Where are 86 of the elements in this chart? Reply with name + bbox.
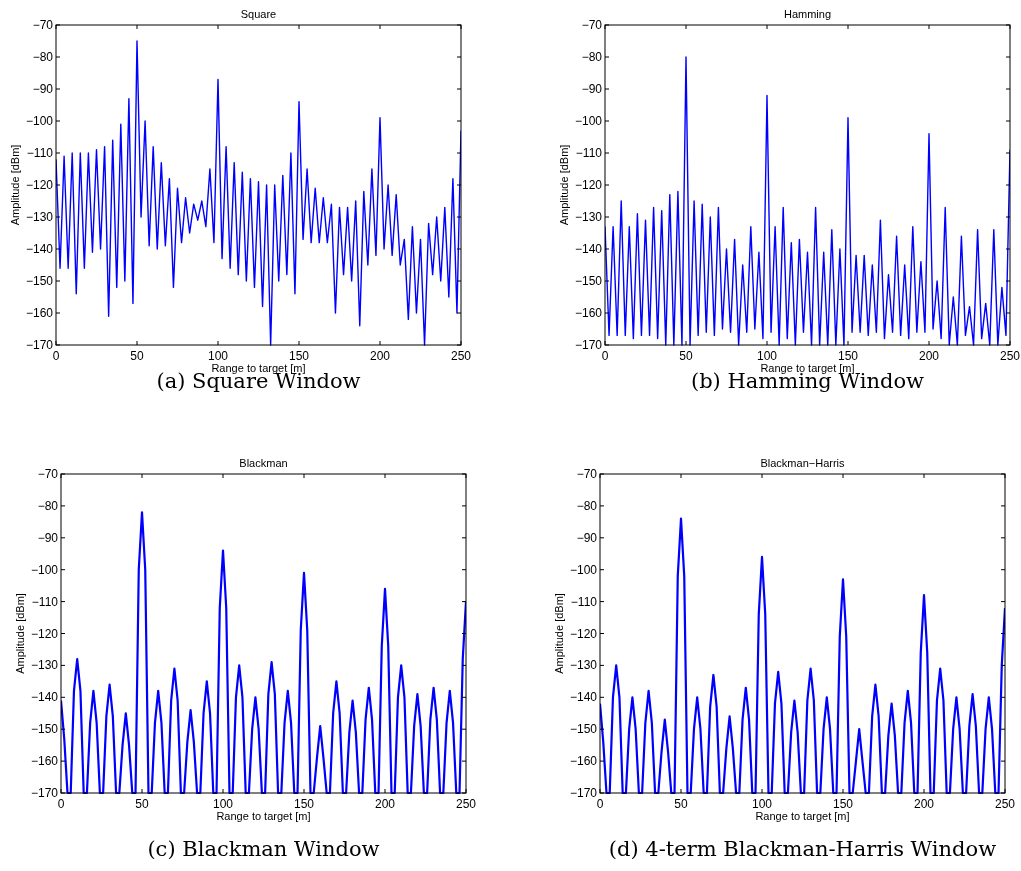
y-tick-label: −80 — [32, 50, 54, 64]
x-tick-label: 150 — [288, 349, 310, 363]
y-tick-label: −150 — [25, 274, 54, 288]
y-tick-label: −160 — [574, 306, 603, 320]
x-tick-label: 50 — [130, 349, 144, 363]
y-tick-label: −130 — [25, 210, 54, 224]
y-tick-label: −170 — [569, 786, 598, 800]
text: (c) Blackman Window — [147, 837, 380, 861]
line-series — [605, 56, 1010, 346]
x-tick-label: 100 — [751, 797, 773, 811]
x-tick-label: 50 — [679, 349, 693, 363]
y-tick-label: −140 — [574, 242, 603, 256]
line-series — [56, 40, 461, 346]
x-tick-label: 0 — [601, 349, 609, 363]
y-tick-label: −80 — [576, 498, 598, 513]
x-tick-label: 200 — [918, 349, 940, 363]
x-tick-label: 250 — [455, 797, 477, 811]
y-tick-label: −100 — [30, 562, 59, 577]
y-axis-title: Amplitude [dBm] — [14, 593, 26, 674]
y-tick-label: −170 — [30, 786, 59, 800]
y-tick-label: −160 — [569, 754, 598, 769]
x-tick-label: 250 — [450, 349, 472, 363]
chart-title: Hamming — [783, 8, 832, 20]
y-tick-label: −150 — [30, 722, 59, 737]
text: (d) 4-term Blackman-Harris Window — [608, 837, 997, 861]
y-tick-label: −170 — [25, 338, 54, 352]
y-tick-label: −110 — [31, 594, 59, 609]
y-tick-label: −70 — [576, 467, 598, 481]
x-tick-label: 100 — [207, 349, 229, 363]
y-tick-label: −110 — [575, 146, 603, 160]
y-tick-label: −110 — [570, 594, 598, 609]
y-tick-label: −90 — [581, 82, 603, 96]
x-tick-label: 100 — [212, 797, 234, 811]
line-series — [600, 517, 1005, 795]
chart-title: Square — [240, 8, 277, 20]
x-axis-title: Range to target [m] — [760, 362, 855, 374]
x-tick-label: 0 — [57, 797, 65, 811]
y-axis-title: Amplitude [dBm] — [558, 144, 570, 226]
x-tick-label: 150 — [832, 797, 854, 811]
x-tick-label: 100 — [756, 349, 778, 363]
y-tick-label: −70 — [581, 18, 603, 32]
y-tick-label: −90 — [37, 530, 59, 545]
y-tick-label: −160 — [25, 306, 54, 320]
y-tick-label: −110 — [26, 146, 54, 160]
x-axis-title: Range to target [m] — [216, 810, 311, 822]
x-tick-label: 150 — [293, 797, 315, 811]
y-tick-label: −130 — [569, 658, 598, 673]
x-tick-label: 200 — [374, 797, 396, 811]
x-tick-label: 50 — [674, 797, 688, 811]
y-tick-label: −120 — [574, 178, 603, 192]
y-tick-label: −70 — [37, 467, 59, 481]
y-tick-label: −90 — [576, 530, 598, 545]
x-tick-label: 150 — [837, 349, 859, 363]
y-tick-label: −120 — [569, 626, 598, 641]
y-tick-label: −70 — [32, 18, 54, 32]
x-tick-label: 0 — [596, 797, 604, 811]
x-axis-title: Range to target [m] — [211, 362, 306, 374]
x-tick-label: 250 — [999, 349, 1021, 363]
x-tick-label: 200 — [913, 797, 935, 811]
chart-title: Blackman — [239, 457, 288, 469]
x-axis-title: Range to target [m] — [755, 810, 850, 822]
x-tick-label: 250 — [994, 797, 1016, 811]
y-tick-label: −160 — [30, 754, 59, 769]
y-tick-label: −120 — [30, 626, 59, 641]
y-tick-label: −100 — [25, 114, 54, 128]
y-tick-label: −100 — [569, 562, 598, 577]
y-tick-label: −170 — [574, 338, 603, 352]
y-axis-title: Amplitude [dBm] — [9, 144, 21, 226]
y-tick-label: −130 — [30, 658, 59, 673]
y-axis-title: Amplitude [dBm] — [553, 593, 565, 674]
y-tick-label: −80 — [37, 498, 59, 513]
y-tick-label: −150 — [574, 274, 603, 288]
y-tick-label: −140 — [569, 690, 598, 705]
x-tick-label: 0 — [52, 349, 60, 363]
y-tick-label: −130 — [574, 210, 603, 224]
y-tick-label: −100 — [574, 114, 603, 128]
y-tick-label: −80 — [581, 50, 603, 64]
chart-title: Blackman−Harris — [760, 457, 846, 469]
line-series — [61, 511, 466, 795]
x-tick-label: 50 — [135, 797, 149, 811]
y-tick-label: −90 — [32, 82, 54, 96]
y-tick-label: −140 — [25, 242, 54, 256]
x-tick-label: 200 — [369, 349, 391, 363]
y-tick-label: −120 — [25, 178, 54, 192]
y-tick-label: −140 — [30, 690, 59, 705]
y-tick-label: −150 — [569, 722, 598, 737]
